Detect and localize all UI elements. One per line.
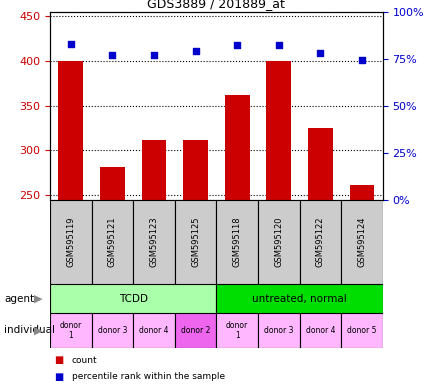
Text: agent: agent xyxy=(4,293,34,304)
Text: GSM595125: GSM595125 xyxy=(191,217,200,267)
Point xyxy=(150,52,157,58)
Title: GDS3889 / 201889_at: GDS3889 / 201889_at xyxy=(147,0,285,10)
Bar xyxy=(307,128,332,200)
Bar xyxy=(50,200,92,284)
Text: GSM595118: GSM595118 xyxy=(232,217,241,267)
Point xyxy=(358,57,365,63)
Text: donor 3: donor 3 xyxy=(98,326,127,335)
Text: count: count xyxy=(72,356,97,365)
Bar xyxy=(92,313,133,348)
Text: donor 2: donor 2 xyxy=(181,326,210,335)
Bar xyxy=(133,200,174,284)
Bar xyxy=(133,313,174,348)
Bar xyxy=(50,313,92,348)
Text: ▶: ▶ xyxy=(34,293,43,304)
Point xyxy=(192,48,199,54)
Text: donor
1: donor 1 xyxy=(59,321,82,340)
Bar xyxy=(216,284,382,313)
Bar xyxy=(58,61,83,200)
Text: TCDD: TCDD xyxy=(118,293,148,304)
Text: donor 4: donor 4 xyxy=(139,326,168,335)
Bar xyxy=(257,200,299,284)
Point xyxy=(108,52,115,58)
Bar xyxy=(299,313,340,348)
Text: donor
1: donor 1 xyxy=(226,321,248,340)
Text: percentile rank within the sample: percentile rank within the sample xyxy=(72,372,224,381)
Text: donor 5: donor 5 xyxy=(346,326,376,335)
Text: individual: individual xyxy=(4,325,55,335)
Bar xyxy=(174,200,216,284)
Text: donor 3: donor 3 xyxy=(263,326,293,335)
Bar xyxy=(257,313,299,348)
Point xyxy=(67,40,74,46)
Text: GSM595122: GSM595122 xyxy=(315,217,324,267)
Text: GSM595123: GSM595123 xyxy=(149,217,158,267)
Text: GSM595121: GSM595121 xyxy=(108,217,117,267)
Bar xyxy=(299,200,340,284)
Text: GSM595119: GSM595119 xyxy=(66,217,75,267)
Bar xyxy=(224,95,249,200)
Bar xyxy=(50,284,216,313)
Text: GSM595120: GSM595120 xyxy=(274,217,283,267)
Text: donor 4: donor 4 xyxy=(305,326,334,335)
Text: ▶: ▶ xyxy=(34,325,43,335)
Bar xyxy=(216,200,257,284)
Text: ■: ■ xyxy=(54,355,63,365)
Bar xyxy=(92,200,133,284)
Point xyxy=(275,42,282,48)
Bar xyxy=(266,61,291,200)
Point xyxy=(316,50,323,56)
Bar xyxy=(340,313,382,348)
Bar xyxy=(340,200,382,284)
Bar xyxy=(141,140,166,200)
Text: ■: ■ xyxy=(54,372,63,382)
Bar xyxy=(216,313,257,348)
Text: GSM595124: GSM595124 xyxy=(357,217,366,267)
Point xyxy=(233,42,240,48)
Bar xyxy=(174,313,216,348)
Bar xyxy=(349,185,374,200)
Bar xyxy=(100,167,125,200)
Bar xyxy=(183,140,207,200)
Text: untreated, normal: untreated, normal xyxy=(252,293,346,304)
